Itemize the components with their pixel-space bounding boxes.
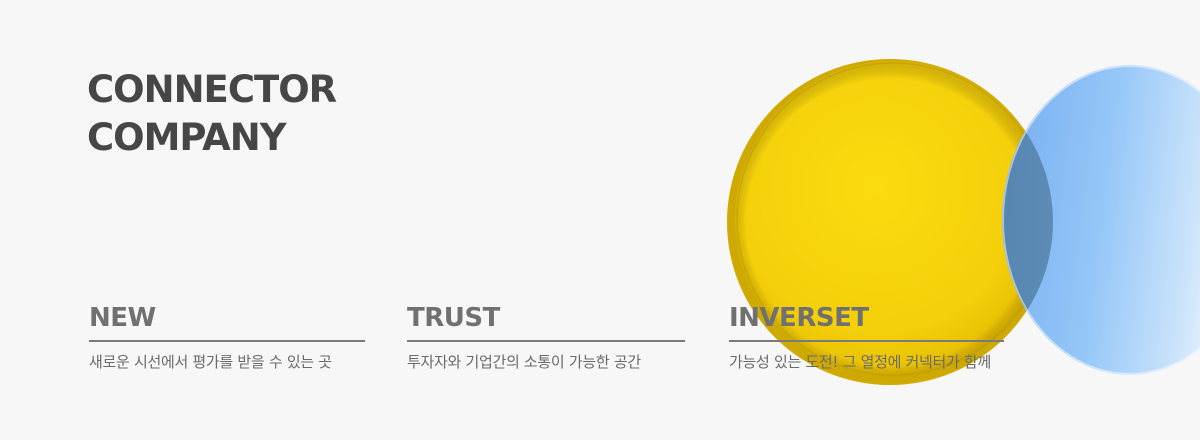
feature-inverset-divider	[729, 340, 1004, 342]
feature-trust-description: 투자자와 기업간의 소통이 가능한 공간	[407, 353, 641, 371]
feature-inverset: INVERSET 가능성 있는 도전! 그 열정에 커넥터가 함께	[729, 300, 1004, 372]
feature-new-divider	[89, 340, 365, 342]
blue-glass-disc	[1002, 65, 1200, 375]
feature-inverset-description: 가능성 있는 도전! 그 열정에 커넥터가 함께	[729, 353, 992, 371]
feature-inverset-heading: INVERSET	[729, 303, 869, 333]
company-title: CONNECTOR COMPANY	[87, 66, 337, 162]
company-title-line-2: COMPANY	[87, 116, 287, 159]
yellow-disc	[727, 59, 1053, 385]
feature-new-heading: NEW	[89, 303, 156, 333]
feature-new-description: 새로운 시선에서 평가를 받을 수 있는 곳	[89, 353, 332, 371]
feature-trust-heading: TRUST	[407, 303, 500, 333]
feature-new: NEW 새로운 시선에서 평가를 받을 수 있는 곳	[89, 300, 365, 372]
company-title-line-1: CONNECTOR	[87, 68, 337, 111]
feature-trust: TRUST 투자자와 기업간의 소통이 가능한 공간	[407, 300, 685, 372]
feature-trust-divider	[407, 340, 685, 342]
